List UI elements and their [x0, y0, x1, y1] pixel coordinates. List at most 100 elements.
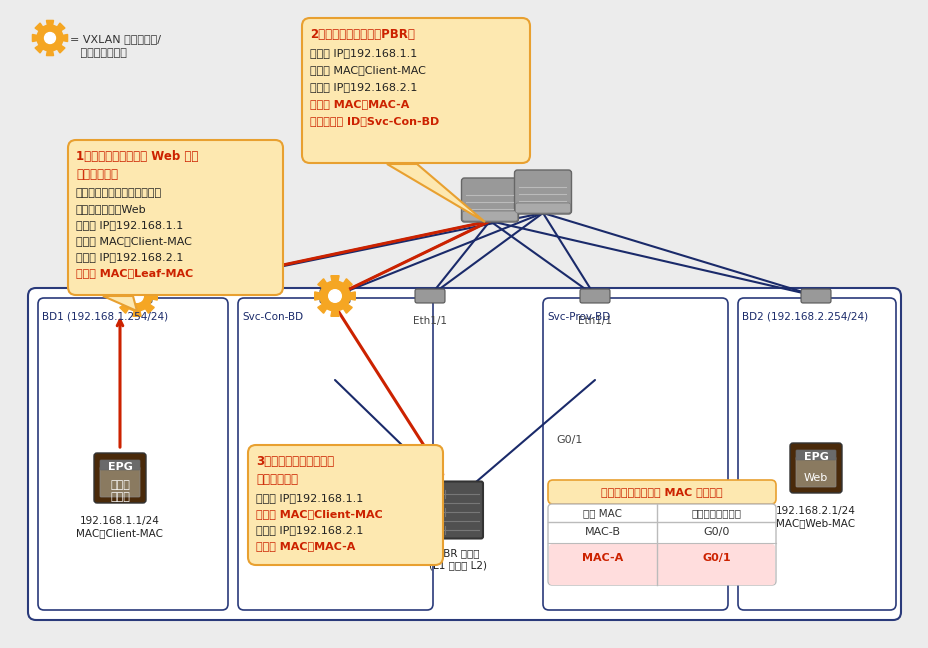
FancyBboxPatch shape	[542, 298, 728, 610]
FancyBboxPatch shape	[548, 504, 775, 585]
Text: 送信元 MAC：Client-MAC: 送信元 MAC：Client-MAC	[256, 509, 382, 519]
Text: 接続先クラス：Web: 接続先クラス：Web	[76, 204, 147, 214]
Polygon shape	[342, 303, 352, 313]
Polygon shape	[35, 23, 45, 32]
FancyBboxPatch shape	[122, 289, 152, 303]
Polygon shape	[342, 279, 352, 290]
FancyBboxPatch shape	[38, 298, 227, 610]
Text: トラフィック: トラフィック	[76, 168, 118, 181]
Text: Svc-Con-BD: Svc-Con-BD	[241, 312, 303, 322]
Circle shape	[329, 290, 341, 303]
Text: BD2 (192.168.2.254/24): BD2 (192.168.2.254/24)	[741, 312, 867, 322]
FancyBboxPatch shape	[514, 170, 571, 214]
Text: G0/0: G0/0	[702, 527, 729, 537]
Polygon shape	[35, 43, 45, 53]
Circle shape	[122, 281, 152, 311]
Text: BD1 (192.168.1.254/24): BD1 (192.168.1.254/24)	[42, 312, 168, 322]
Polygon shape	[317, 303, 329, 313]
Text: EPG: EPG	[803, 452, 828, 462]
Polygon shape	[148, 292, 157, 300]
Polygon shape	[56, 23, 65, 32]
Text: 1：クライアントから Web への: 1：クライアントから Web への	[76, 150, 199, 163]
Polygon shape	[46, 48, 54, 56]
Polygon shape	[133, 307, 141, 316]
Text: インターフェイス: インターフェイス	[691, 508, 741, 518]
Polygon shape	[430, 475, 442, 500]
Circle shape	[45, 32, 56, 43]
Polygon shape	[103, 296, 136, 311]
FancyBboxPatch shape	[548, 480, 775, 504]
Text: アント: アント	[110, 492, 130, 502]
Polygon shape	[120, 279, 131, 290]
Polygon shape	[117, 292, 125, 300]
Text: 192.168.1.1/24: 192.168.1.1/24	[80, 516, 160, 526]
Polygon shape	[317, 279, 329, 290]
FancyBboxPatch shape	[100, 467, 140, 497]
Text: (L1 または L2): (L1 または L2)	[429, 560, 486, 570]
Polygon shape	[120, 303, 131, 313]
FancyBboxPatch shape	[68, 140, 283, 295]
Text: EPG: EPG	[108, 462, 133, 472]
Text: 送信元 MAC：Client-MAC: 送信元 MAC：Client-MAC	[76, 236, 192, 246]
Text: 送信元 MAC：Client-MAC: 送信元 MAC：Client-MAC	[310, 65, 425, 75]
Text: 送信元 IP：192.168.1.1: 送信元 IP：192.168.1.1	[76, 220, 183, 230]
Text: 接続先 IP：192.168.2.1: 接続先 IP：192.168.2.1	[76, 252, 183, 262]
Text: 接続先 IP：192.168.2.1: 接続先 IP：192.168.2.1	[310, 82, 417, 92]
Text: トラフィック: トラフィック	[256, 473, 298, 486]
Text: PBR ノード: PBR ノード	[436, 548, 479, 558]
Text: 192.168.2.1/24: 192.168.2.1/24	[775, 506, 855, 516]
FancyBboxPatch shape	[579, 289, 610, 303]
Text: MAC：Web-MAC: MAC：Web-MAC	[776, 518, 855, 528]
Text: 送信元 IP：192.168.1.1: 送信元 IP：192.168.1.1	[256, 493, 363, 503]
FancyBboxPatch shape	[238, 298, 432, 610]
Text: 接続先 IP：192.168.2.1: 接続先 IP：192.168.2.1	[256, 525, 363, 535]
Polygon shape	[32, 34, 40, 41]
Text: 接続先 MAC：MAC-A: 接続先 MAC：MAC-A	[256, 541, 355, 551]
Text: G0/1: G0/1	[702, 553, 730, 563]
Text: セグメント ID：Svc-Con-BD: セグメント ID：Svc-Con-BD	[310, 116, 439, 126]
FancyBboxPatch shape	[28, 288, 900, 620]
Polygon shape	[330, 275, 339, 284]
Polygon shape	[330, 307, 339, 316]
FancyBboxPatch shape	[789, 443, 841, 493]
Text: = VXLAN カプセル化/: = VXLAN カプセル化/	[70, 34, 161, 44]
FancyBboxPatch shape	[94, 453, 146, 503]
Text: ファイアウォールの MAC テーブル: ファイアウォールの MAC テーブル	[600, 487, 722, 497]
FancyBboxPatch shape	[432, 481, 483, 538]
FancyBboxPatch shape	[302, 18, 530, 163]
FancyBboxPatch shape	[548, 544, 774, 585]
Polygon shape	[60, 34, 68, 41]
Text: 3：サービスノードへの: 3：サービスノードへの	[256, 455, 334, 468]
Text: 送信元 IP：192.168.1.1: 送信元 IP：192.168.1.1	[310, 48, 417, 58]
Circle shape	[37, 25, 63, 51]
Polygon shape	[143, 279, 154, 290]
Text: Web: Web	[803, 473, 827, 483]
FancyBboxPatch shape	[737, 298, 895, 610]
Text: 2：ポリシーを適用（PBR）: 2：ポリシーを適用（PBR）	[310, 28, 415, 41]
Polygon shape	[387, 164, 484, 222]
Text: Eth1/1: Eth1/1	[413, 316, 446, 326]
FancyBboxPatch shape	[462, 211, 517, 221]
Text: カプセル化解除: カプセル化解除	[70, 48, 127, 58]
FancyBboxPatch shape	[800, 289, 831, 303]
FancyBboxPatch shape	[515, 203, 570, 213]
Text: 送信元クラス：クライアント: 送信元クラス：クライアント	[76, 188, 162, 198]
FancyBboxPatch shape	[100, 460, 140, 470]
FancyBboxPatch shape	[461, 178, 518, 222]
Polygon shape	[133, 275, 141, 284]
Text: MAC-A: MAC-A	[582, 553, 623, 563]
FancyBboxPatch shape	[415, 289, 445, 303]
Text: 接続先 MAC：Leaf-MAC: 接続先 MAC：Leaf-MAC	[76, 268, 193, 278]
Text: MAC-B: MAC-B	[584, 527, 620, 537]
Text: MAC：Client-MAC: MAC：Client-MAC	[76, 528, 163, 538]
Polygon shape	[46, 21, 54, 28]
FancyBboxPatch shape	[795, 450, 835, 460]
Circle shape	[319, 281, 350, 311]
Text: Svc-Prov-BD: Svc-Prov-BD	[547, 312, 610, 322]
Text: Eth1/1: Eth1/1	[577, 316, 612, 326]
Text: 接続先 MAC：MAC-A: 接続先 MAC：MAC-A	[310, 99, 409, 109]
Polygon shape	[143, 303, 154, 313]
Text: クライ: クライ	[110, 480, 130, 490]
Text: G0/1: G0/1	[556, 435, 583, 445]
Polygon shape	[315, 292, 323, 300]
